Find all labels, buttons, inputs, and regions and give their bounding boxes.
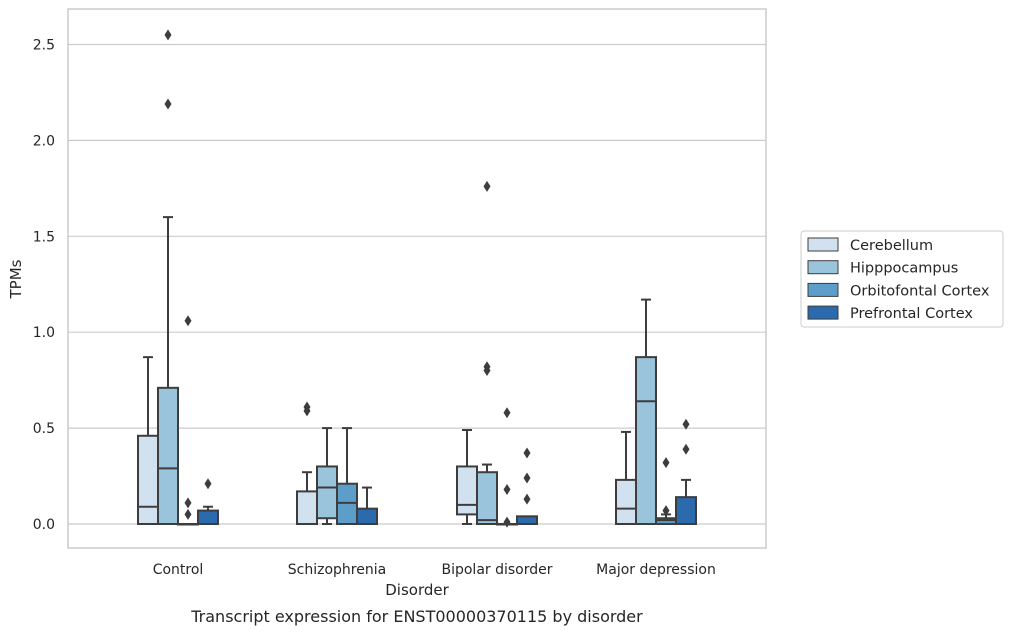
x-tick-label: Major depression xyxy=(596,562,716,578)
x-tick-label: Bipolar disorder xyxy=(441,562,552,578)
legend-label: Prefrontal Cortex xyxy=(850,306,973,322)
outlier-point xyxy=(682,443,690,455)
box-schizophrenia-0 xyxy=(296,401,318,526)
y-tick-label: 0.0 xyxy=(33,517,55,533)
y-tick-label: 2.5 xyxy=(33,38,55,54)
legend-swatch xyxy=(807,260,839,275)
legend: Cerebellum Hipppocampus Orbitofontal Corte… xyxy=(800,230,1004,328)
legend-label: Orbitofontal Cortex xyxy=(850,283,990,299)
box-body xyxy=(516,515,538,526)
box-body xyxy=(635,356,657,525)
outlier-point xyxy=(483,361,491,373)
box-body xyxy=(675,496,697,526)
box-major-depression-2 xyxy=(655,457,677,525)
legend-item: Hipppocampus xyxy=(807,260,958,277)
box-schizophrenia-1 xyxy=(316,427,338,525)
legend-swatch xyxy=(807,305,839,320)
box-bipolar-disorder-3 xyxy=(516,447,538,526)
legend-frame xyxy=(800,230,1004,328)
box-control-0 xyxy=(137,356,159,525)
legend-swatch xyxy=(807,282,839,297)
outlier-point xyxy=(503,516,511,528)
outlier-point xyxy=(483,180,491,192)
y-tick-label: 0.5 xyxy=(33,421,55,437)
box-control-1 xyxy=(157,29,179,525)
outlier-point xyxy=(523,493,531,505)
chart-caption: Transcript expression for ENST0000037011… xyxy=(190,607,643,626)
outlier-point xyxy=(523,447,531,459)
x-tick-label: Control xyxy=(153,562,204,578)
outlier-point xyxy=(503,483,511,495)
box-body xyxy=(456,465,478,516)
legend-label: Cerebellum xyxy=(850,238,933,254)
box-control-3 xyxy=(197,478,219,526)
box-body xyxy=(476,471,498,525)
y-tick-label: 1.0 xyxy=(33,325,55,341)
box-major-depression-0 xyxy=(615,430,637,525)
legend-item: Orbitofontal Cortex xyxy=(807,282,990,299)
box-body xyxy=(316,465,338,520)
outlier-point xyxy=(662,505,670,517)
box-body xyxy=(356,507,378,526)
outlier-point xyxy=(164,98,172,110)
outlier-point xyxy=(303,401,311,413)
box-bipolar-disorder-0 xyxy=(456,429,478,525)
box-bipolar-disorder-2 xyxy=(496,407,518,528)
box-major-depression-1 xyxy=(635,298,657,525)
x-axis-ticks: Control Schizophrenia Bipolar disorder Majo… xyxy=(153,562,716,578)
box-body xyxy=(615,478,637,525)
box-body xyxy=(157,386,179,525)
outlier-point xyxy=(662,457,670,469)
outlier-point xyxy=(184,508,192,520)
legend-swatch xyxy=(807,237,839,252)
outlier-point xyxy=(164,29,172,41)
box-body xyxy=(296,490,318,526)
legend-label: Hipppocampus xyxy=(850,261,958,277)
y-tick-label: 1.5 xyxy=(33,229,55,245)
box-body xyxy=(197,509,219,526)
outlier-point xyxy=(682,418,690,430)
box-plot-marks xyxy=(137,29,697,528)
box-major-depression-3 xyxy=(675,418,697,526)
outlier-point xyxy=(184,315,192,327)
outlier-point xyxy=(503,407,511,419)
y-axis-title: TPMs xyxy=(7,259,25,299)
outlier-point xyxy=(184,497,192,509)
y-tick-label: 2.0 xyxy=(33,133,55,149)
plot-frame xyxy=(67,8,767,549)
outlier-point xyxy=(204,478,212,490)
x-axis-title: Disorder xyxy=(385,581,449,599)
box-control-2 xyxy=(177,315,199,526)
outlier-point xyxy=(523,472,531,484)
y-axis-ticks: 0.0 0.5 1.0 1.5 2.0 2.5 xyxy=(33,38,55,534)
box-body xyxy=(137,434,159,525)
x-tick-label: Schizophrenia xyxy=(288,562,386,578)
legend-item: Cerebellum xyxy=(807,237,933,254)
box-schizophrenia-2 xyxy=(336,427,358,525)
box-bipolar-disorder-1 xyxy=(476,180,498,525)
legend-item: Prefrontal Cortex xyxy=(807,305,973,322)
box-schizophrenia-3 xyxy=(356,486,378,526)
